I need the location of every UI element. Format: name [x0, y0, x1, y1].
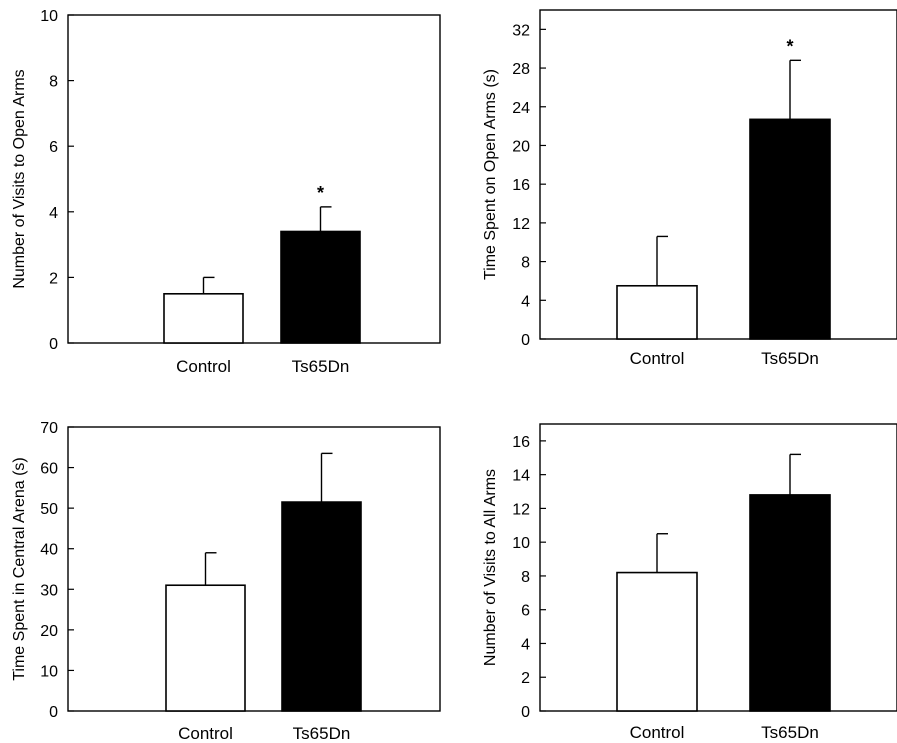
bar-control — [165, 584, 246, 712]
y-tick-label: 16 — [512, 434, 530, 451]
y-tick-label: 0 — [49, 336, 58, 353]
y-tick-label: 28 — [512, 61, 530, 78]
chart-panel-1: 0 2 4 6 8 10 Number of Visits to Open Arms Cont… — [11, 8, 441, 376]
y-tick-label: 0 — [521, 332, 530, 349]
chart-panel-4: 0 2 4 6 8 10 12 14 16 Number of Visits to All Arm… — [482, 423, 897, 742]
y-axis-title: Time Spent on Open Arms (s) — [482, 69, 499, 280]
y-tick-label: 32 — [512, 22, 530, 39]
category-label: Ts65Dn — [761, 349, 819, 368]
y-tick-label: 8 — [521, 255, 530, 272]
category-label: Ts65Dn — [761, 723, 819, 742]
y-tick-label: 16 — [512, 177, 530, 194]
y-axis-title: Time Spent in Central Arena (s) — [11, 457, 28, 681]
y-tick-label: 4 — [521, 293, 530, 310]
y-tick-label: 12 — [512, 216, 530, 233]
y-tick-label: 8 — [49, 74, 58, 91]
category-label: Control — [630, 349, 685, 368]
y-tick-label: 50 — [40, 501, 58, 518]
significance-marker: * — [786, 36, 793, 56]
y-tick-label: 4 — [49, 205, 58, 222]
y-tick-label: 40 — [40, 542, 58, 559]
bar-ts65dn — [749, 494, 831, 712]
y-tick-label: 6 — [521, 603, 530, 620]
category-label: Control — [176, 357, 231, 376]
plot-frame — [539, 423, 897, 712]
significance-marker: * — [317, 183, 324, 203]
bar-control — [616, 284, 698, 340]
y-tick-label: 30 — [40, 582, 58, 599]
y-axis-title: Number of Visits to All Arms — [482, 469, 499, 666]
y-tick-label: 8 — [521, 569, 530, 586]
y-tick-label: 10 — [512, 535, 530, 552]
plot-frame — [67, 426, 441, 712]
category-label: Control — [630, 723, 685, 742]
y-tick-label: 60 — [40, 461, 58, 478]
bar-ts65dn — [281, 501, 362, 712]
bar-ts65dn — [749, 118, 831, 340]
y-tick-label: 70 — [40, 420, 58, 437]
y-tick-label: 20 — [512, 138, 530, 155]
category-label: Ts65Dn — [292, 357, 350, 376]
bar-control — [163, 292, 244, 344]
y-tick-label: 2 — [49, 270, 58, 287]
y-axis-title: Number of Visits to Open Arms — [11, 69, 28, 288]
y-tick-label: 0 — [49, 704, 58, 721]
chart-panel-3: 0 10 20 30 40 50 60 70 Time Spent in Central Are… — [11, 420, 441, 743]
plot-frame — [539, 9, 897, 340]
y-tick-label: 24 — [512, 100, 530, 117]
plot-frame — [67, 14, 441, 344]
bar-ts65dn — [280, 230, 361, 344]
y-tick-label: 12 — [512, 501, 530, 518]
y-tick-label: 2 — [521, 670, 530, 687]
y-tick-label: 10 — [40, 8, 58, 25]
y-tick-label: 6 — [49, 139, 58, 156]
category-label: Ts65Dn — [293, 724, 351, 743]
y-tick-label: 0 — [521, 704, 530, 721]
y-tick-label: 4 — [521, 636, 530, 653]
y-tick-label: 10 — [40, 663, 58, 680]
category-label: Control — [178, 724, 233, 743]
y-tick-label: 14 — [512, 468, 530, 485]
chart-panel-2: 0 4 8 12 16 20 24 28 32 Time Spent on Open Arms (… — [482, 9, 897, 368]
y-tick-label: 20 — [40, 623, 58, 640]
bar-control — [616, 571, 698, 712]
